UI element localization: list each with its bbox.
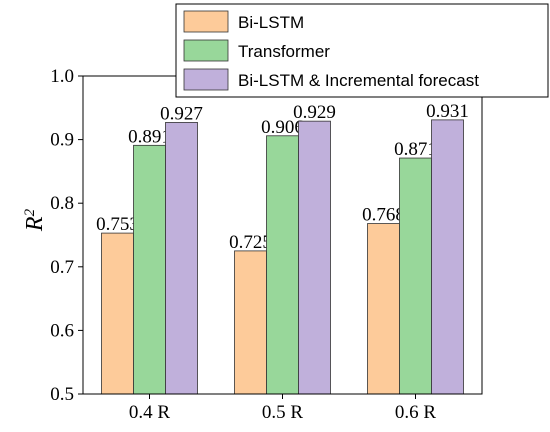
bar-3-1 [165, 122, 198, 395]
bar-2-2 [266, 135, 299, 395]
legend-label-3: Bi-LSTM & Incremental forecast [238, 71, 479, 90]
y-tick-label-5: 0.9 [50, 130, 74, 151]
x-tick-label-1: 0.4 R [129, 402, 171, 423]
bar-2-1 [133, 144, 166, 395]
data-label-3-3: 0.931 [426, 101, 469, 122]
legend-label-1: Bi-LSTM [238, 13, 304, 32]
y-tick-label-2: 0.6 [50, 320, 74, 341]
x-tick-label-2: 0.5 R [262, 402, 304, 423]
x-tick-label-3: 0.6 R [395, 402, 437, 423]
data-label-3-1: 0.927 [160, 103, 203, 124]
y-tick-label-4: 0.8 [50, 193, 74, 214]
y-tick-label-6: 1.0 [50, 66, 74, 87]
data-label-2-3: 0.871 [394, 139, 437, 160]
axes-group: 0.4 R 0.5 R 0.6 R 0.5 0.6 0.7 0.8 0.9 1.0 [50, 66, 483, 423]
y-axis-label-group: R2 [22, 208, 48, 232]
bar-1-2 [234, 250, 267, 395]
legend-label-2: Transformer [238, 42, 330, 61]
legend-swatch-3 [183, 68, 229, 91]
bar-3-2 [298, 120, 331, 395]
y-tick-label-3: 0.7 [50, 257, 74, 278]
data-label-2-2: 0.906 [261, 117, 304, 138]
legend-box [175, 3, 549, 98]
bar-2-3 [399, 157, 432, 395]
legend-swatch-1 [183, 10, 229, 33]
legend: Bi-LSTM Transformer Bi-LSTM & Incremental … [175, 3, 549, 98]
data-label-1-3: 0.768 [362, 205, 405, 226]
y-axis-label-superscript: 2 [22, 208, 38, 216]
data-label-1-1: 0.753 [96, 214, 139, 235]
data-label-1-2: 0.725 [229, 232, 272, 253]
y-axis-label: R2 [22, 208, 48, 232]
data-label-2-1: 0.891 [128, 126, 171, 147]
legend-swatch-2 [183, 39, 229, 62]
bar-1-3 [367, 223, 400, 395]
bar-1-1 [101, 232, 134, 395]
y-tick-label-1: 0.5 [50, 384, 74, 405]
bar-3-3 [431, 119, 464, 395]
data-label-3-2: 0.929 [293, 102, 336, 123]
